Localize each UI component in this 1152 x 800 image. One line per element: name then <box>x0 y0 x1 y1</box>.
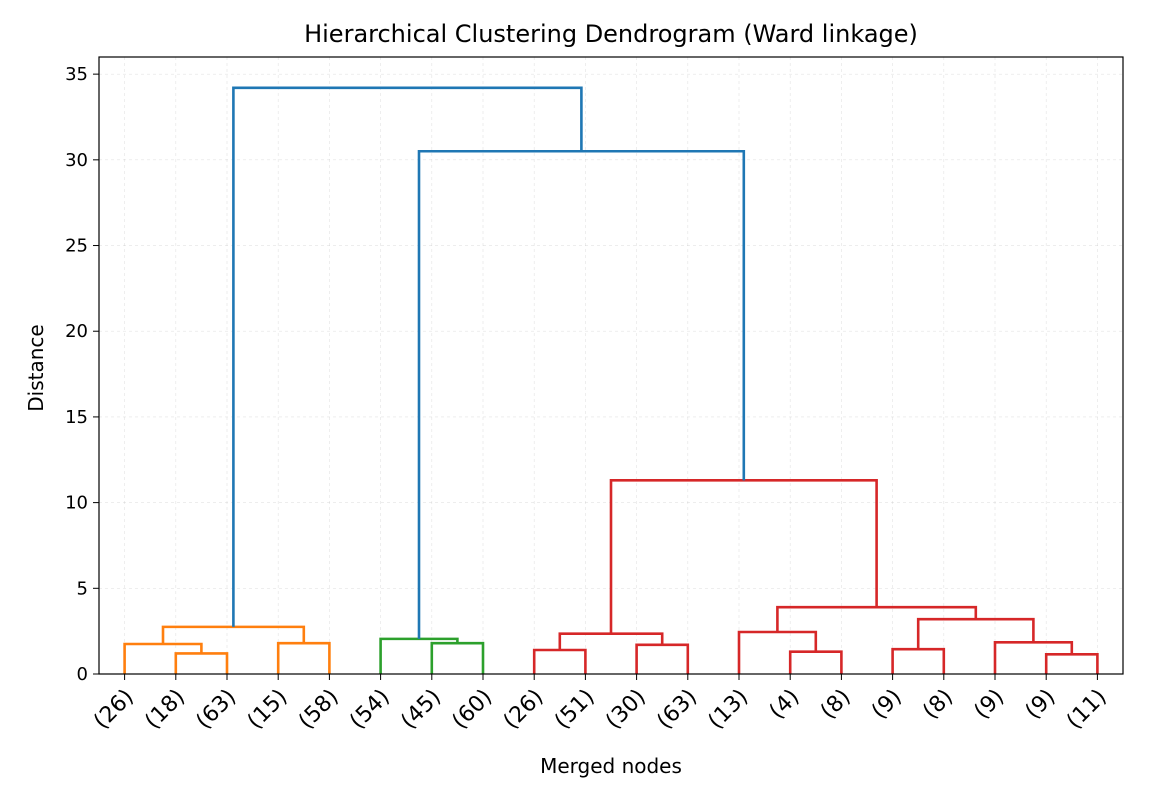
y-tick-label: 0 <box>77 664 88 685</box>
plot-frame <box>98 56 1124 675</box>
y-tick-label: 5 <box>77 578 88 599</box>
y-tick-label: 20 <box>65 321 88 342</box>
y-tick-label: 10 <box>65 493 88 514</box>
y-axis: 0 5 10 15 20 25 30 35 <box>65 64 99 685</box>
grid-layer <box>99 57 1123 675</box>
y-tick-label: 15 <box>65 407 88 428</box>
y-tick-label: 25 <box>65 236 88 257</box>
dendrogram-link <box>232 86 583 627</box>
y-tick-label: 30 <box>65 150 88 171</box>
y-tick-label: 35 <box>65 64 88 85</box>
dendrogram-links <box>123 86 1099 674</box>
chart-title: Hierarchical Clustering Dendrogram (Ward… <box>304 20 918 48</box>
x-axis-label: Merged nodes <box>540 754 682 778</box>
y-axis-label: Distance <box>24 324 48 411</box>
